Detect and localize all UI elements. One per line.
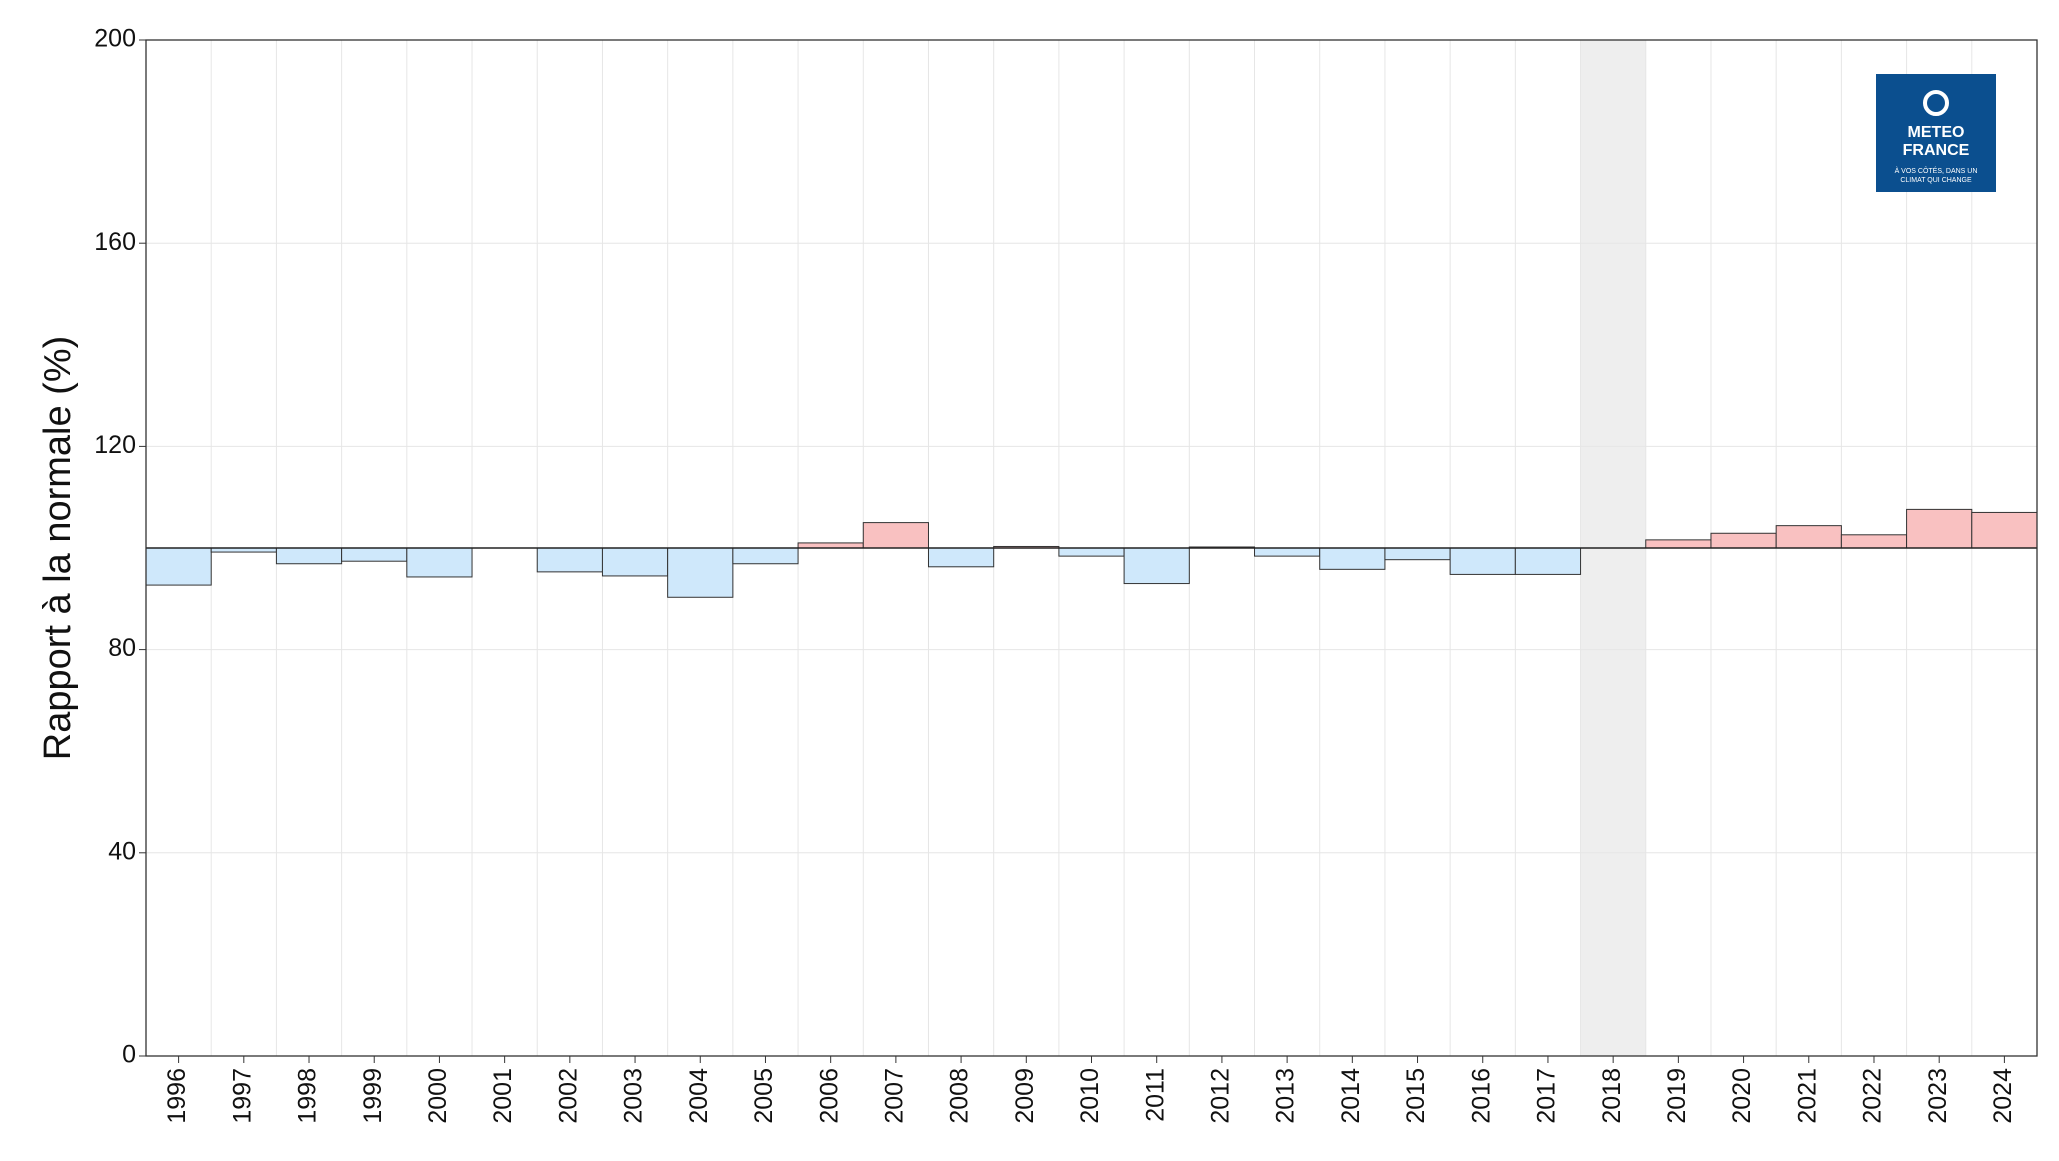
x-tick-label: 2008 bbox=[946, 1068, 974, 1124]
y-tick-label: 40 bbox=[108, 837, 136, 865]
bar bbox=[275, 547, 343, 565]
y-tick-label: 160 bbox=[94, 228, 136, 256]
bar bbox=[1319, 547, 1386, 570]
x-tick-label: 2003 bbox=[620, 1068, 648, 1124]
x-tick-label: 2018 bbox=[1598, 1068, 1626, 1124]
y-axis-label: Rapport à la normale (%) bbox=[37, 336, 79, 761]
x-tick-label: 2015 bbox=[1402, 1068, 1430, 1124]
x-tick-label: 2002 bbox=[554, 1068, 582, 1124]
x-tick-label: 2000 bbox=[424, 1068, 452, 1124]
x-tick-label: 2016 bbox=[1467, 1068, 1495, 1124]
x-tick-label: 2004 bbox=[685, 1068, 713, 1124]
bar bbox=[1971, 511, 2038, 549]
bar bbox=[862, 522, 929, 549]
bar bbox=[667, 547, 734, 598]
bar bbox=[1384, 547, 1451, 561]
x-tick-label: 2019 bbox=[1663, 1068, 1691, 1124]
y-tick-label: 120 bbox=[94, 431, 136, 459]
x-tick-label: 2006 bbox=[815, 1068, 843, 1124]
bar bbox=[1840, 534, 1908, 549]
bar bbox=[797, 542, 864, 549]
y-tick-label: 80 bbox=[108, 634, 136, 662]
logo-text: À VOS CÔTÉS, DANS UN bbox=[1895, 166, 1978, 175]
bar bbox=[145, 547, 212, 586]
logo-icon bbox=[1923, 90, 1949, 116]
logo-text: METEO bbox=[1908, 124, 1965, 141]
bar bbox=[341, 547, 408, 562]
plot-frame bbox=[145, 39, 2038, 1057]
bar bbox=[601, 547, 669, 577]
bar bbox=[1254, 547, 1321, 557]
bar bbox=[927, 547, 995, 568]
x-tick-label: 2014 bbox=[1337, 1068, 1365, 1124]
x-tick-label: 2011 bbox=[1141, 1068, 1169, 1122]
x-tick-label: 2001 bbox=[489, 1068, 517, 1124]
logo-text: FRANCE bbox=[1903, 142, 1970, 159]
bar bbox=[406, 547, 473, 578]
x-tick-label: 1998 bbox=[294, 1068, 322, 1124]
bar bbox=[732, 547, 799, 565]
bar bbox=[1775, 525, 1842, 549]
y-tick-label: 200 bbox=[94, 25, 136, 53]
x-tick-label: 2020 bbox=[1728, 1068, 1756, 1124]
bar bbox=[1906, 508, 1973, 549]
bar bbox=[1645, 539, 1712, 549]
logo-text: CLIMAT QUI CHANGE bbox=[1900, 177, 1972, 184]
x-tick-label: 2010 bbox=[1076, 1068, 1104, 1124]
x-tick-label: 2021 bbox=[1793, 1068, 1821, 1124]
x-tick-label: 2009 bbox=[1011, 1068, 1039, 1124]
bar bbox=[1449, 547, 1516, 575]
bar bbox=[1514, 547, 1582, 575]
bar bbox=[1710, 532, 1777, 549]
x-tick-label: 1999 bbox=[359, 1068, 387, 1124]
bar bbox=[1123, 547, 1190, 585]
bar bbox=[536, 547, 603, 573]
x-tick-label: 1996 bbox=[163, 1068, 191, 1124]
x-tick-label: 2023 bbox=[1924, 1068, 1952, 1124]
x-tick-label: 2022 bbox=[1859, 1068, 1887, 1124]
x-tick-label: 2024 bbox=[1989, 1068, 2017, 1124]
x-tick-label: 2017 bbox=[1533, 1068, 1561, 1124]
x-tick-label: 2013 bbox=[1272, 1068, 1300, 1124]
y-tick-label: 0 bbox=[122, 1041, 136, 1069]
x-tick-label: 2007 bbox=[880, 1068, 908, 1124]
bar bbox=[1058, 547, 1125, 557]
x-tick-label: 2005 bbox=[750, 1068, 778, 1124]
x-tick-label: 1997 bbox=[228, 1068, 256, 1124]
x-tick-label: 2012 bbox=[1207, 1068, 1235, 1124]
